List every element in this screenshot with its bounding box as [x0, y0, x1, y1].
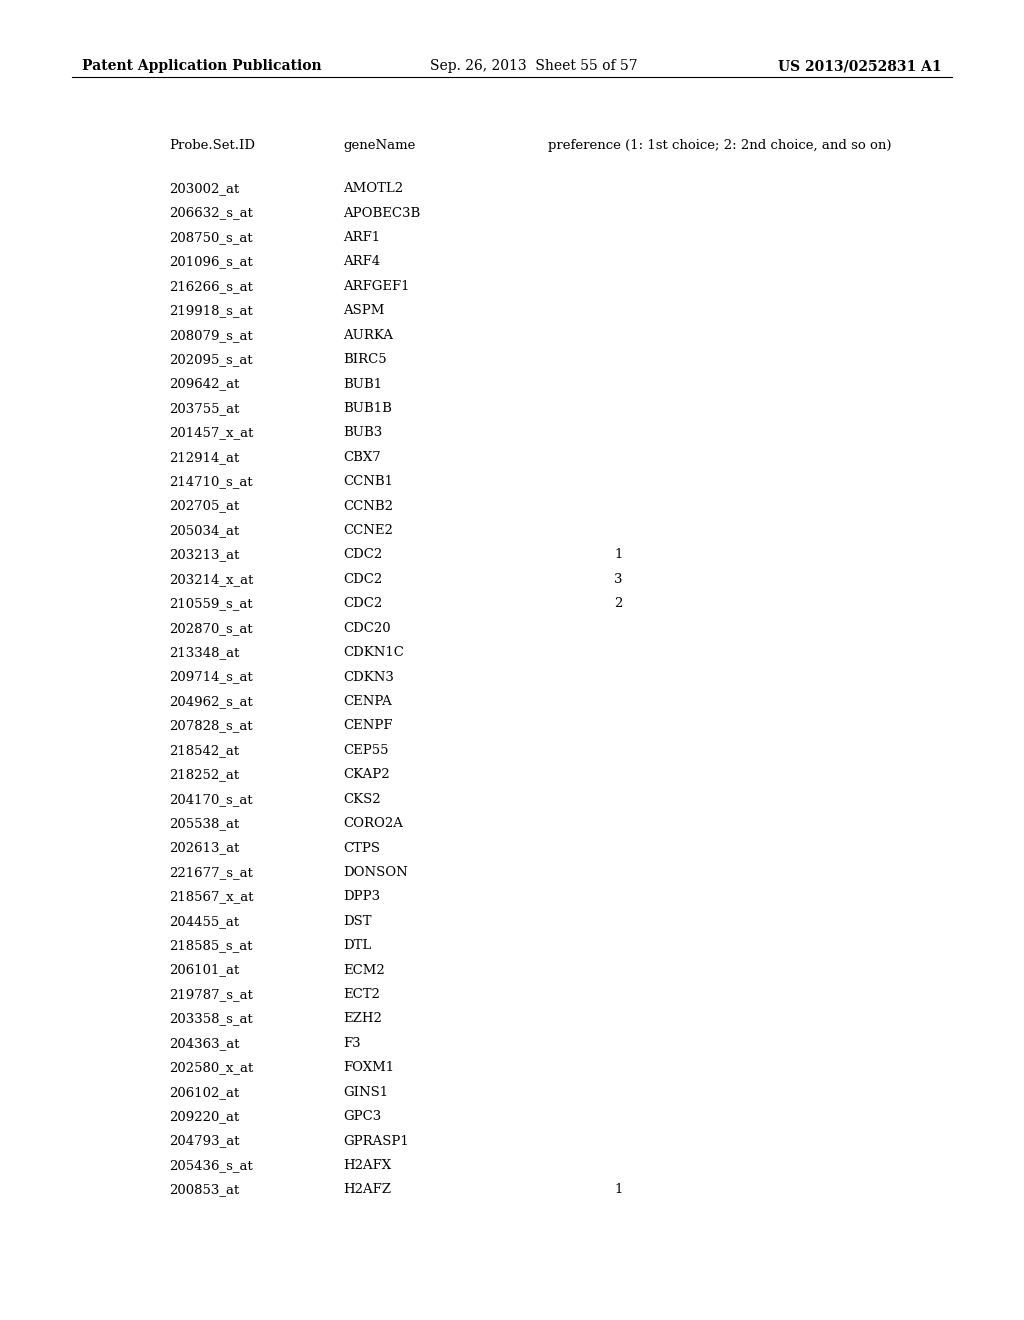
Text: DPP3: DPP3 — [343, 890, 380, 903]
Text: 209642_at: 209642_at — [169, 378, 240, 391]
Text: 219787_s_at: 219787_s_at — [169, 987, 253, 1001]
Text: CDC2: CDC2 — [343, 597, 382, 610]
Text: 208079_s_at: 208079_s_at — [169, 329, 253, 342]
Text: 201096_s_at: 201096_s_at — [169, 256, 253, 268]
Text: CBX7: CBX7 — [343, 451, 381, 463]
Text: DONSON: DONSON — [343, 866, 408, 879]
Text: 1: 1 — [614, 1183, 623, 1196]
Text: AURKA: AURKA — [343, 329, 393, 342]
Text: 205034_at: 205034_at — [169, 524, 240, 537]
Text: preference (1: 1st choice; 2: 2nd choice, and so on): preference (1: 1st choice; 2: 2nd choice… — [548, 139, 891, 152]
Text: 204363_at: 204363_at — [169, 1038, 240, 1049]
Text: 204962_s_at: 204962_s_at — [169, 694, 253, 708]
Text: 208750_s_at: 208750_s_at — [169, 231, 253, 244]
Text: CDC20: CDC20 — [343, 622, 391, 635]
Text: BUB1B: BUB1B — [343, 401, 392, 414]
Text: CEP55: CEP55 — [343, 744, 388, 756]
Text: 204793_at: 204793_at — [169, 1134, 240, 1147]
Text: ARF1: ARF1 — [343, 231, 380, 244]
Text: DTL: DTL — [343, 940, 372, 952]
Text: 203358_s_at: 203358_s_at — [169, 1012, 253, 1026]
Text: 218252_at: 218252_at — [169, 768, 239, 781]
Text: 218542_at: 218542_at — [169, 744, 239, 756]
Text: 218585_s_at: 218585_s_at — [169, 940, 253, 952]
Text: CDC2: CDC2 — [343, 573, 382, 586]
Text: GPC3: GPC3 — [343, 1110, 381, 1123]
Text: 200853_at: 200853_at — [169, 1183, 240, 1196]
Text: ASPM: ASPM — [343, 305, 384, 317]
Text: CCNB1: CCNB1 — [343, 475, 393, 488]
Text: FOXM1: FOXM1 — [343, 1061, 394, 1074]
Text: ECM2: ECM2 — [343, 964, 385, 977]
Text: 221677_s_at: 221677_s_at — [169, 866, 253, 879]
Text: 218567_x_at: 218567_x_at — [169, 890, 254, 903]
Text: 203002_at: 203002_at — [169, 182, 240, 195]
Text: BUB3: BUB3 — [343, 426, 382, 440]
Text: 202870_s_at: 202870_s_at — [169, 622, 253, 635]
Text: H2AFX: H2AFX — [343, 1159, 391, 1172]
Text: 216266_s_at: 216266_s_at — [169, 280, 253, 293]
Text: ECT2: ECT2 — [343, 987, 380, 1001]
Text: F3: F3 — [343, 1038, 360, 1049]
Text: 204170_s_at: 204170_s_at — [169, 792, 253, 805]
Text: 203213_at: 203213_at — [169, 549, 240, 561]
Text: 210559_s_at: 210559_s_at — [169, 597, 253, 610]
Text: 202613_at: 202613_at — [169, 842, 240, 854]
Text: 203214_x_at: 203214_x_at — [169, 573, 253, 586]
Text: CKAP2: CKAP2 — [343, 768, 390, 781]
Text: CCNE2: CCNE2 — [343, 524, 393, 537]
Text: CDKN1C: CDKN1C — [343, 647, 403, 659]
Text: 212914_at: 212914_at — [169, 451, 240, 463]
Text: GINS1: GINS1 — [343, 1085, 388, 1098]
Text: Sep. 26, 2013  Sheet 55 of 57: Sep. 26, 2013 Sheet 55 of 57 — [430, 59, 638, 74]
Text: 1: 1 — [614, 549, 623, 561]
Text: 209714_s_at: 209714_s_at — [169, 671, 253, 684]
Text: APOBEC3B: APOBEC3B — [343, 206, 420, 219]
Text: BUB1: BUB1 — [343, 378, 382, 391]
Text: US 2013/0252831 A1: US 2013/0252831 A1 — [778, 59, 942, 74]
Text: 202095_s_at: 202095_s_at — [169, 354, 253, 366]
Text: ARFGEF1: ARFGEF1 — [343, 280, 410, 293]
Text: CKS2: CKS2 — [343, 792, 381, 805]
Text: BIRC5: BIRC5 — [343, 354, 387, 366]
Text: 202580_x_at: 202580_x_at — [169, 1061, 253, 1074]
Text: 206632_s_at: 206632_s_at — [169, 206, 253, 219]
Text: geneName: geneName — [343, 139, 416, 152]
Text: CDC2: CDC2 — [343, 549, 382, 561]
Text: 3: 3 — [614, 573, 623, 586]
Text: CCNB2: CCNB2 — [343, 500, 393, 512]
Text: 207828_s_at: 207828_s_at — [169, 719, 253, 733]
Text: 202705_at: 202705_at — [169, 500, 240, 512]
Text: 203755_at: 203755_at — [169, 401, 240, 414]
Text: 204455_at: 204455_at — [169, 915, 239, 928]
Text: H2AFZ: H2AFZ — [343, 1183, 391, 1196]
Text: 205538_at: 205538_at — [169, 817, 240, 830]
Text: 201457_x_at: 201457_x_at — [169, 426, 253, 440]
Text: CDKN3: CDKN3 — [343, 671, 394, 684]
Text: 2: 2 — [614, 597, 623, 610]
Text: Patent Application Publication: Patent Application Publication — [82, 59, 322, 74]
Text: 213348_at: 213348_at — [169, 647, 240, 659]
Text: DST: DST — [343, 915, 372, 928]
Text: Probe.Set.ID: Probe.Set.ID — [169, 139, 255, 152]
Text: ARF4: ARF4 — [343, 256, 380, 268]
Text: 206102_at: 206102_at — [169, 1085, 240, 1098]
Text: EZH2: EZH2 — [343, 1012, 382, 1026]
Text: 206101_at: 206101_at — [169, 964, 240, 977]
Text: 214710_s_at: 214710_s_at — [169, 475, 253, 488]
Text: CENPF: CENPF — [343, 719, 392, 733]
Text: 219918_s_at: 219918_s_at — [169, 305, 253, 317]
Text: CENPA: CENPA — [343, 694, 392, 708]
Text: GPRASP1: GPRASP1 — [343, 1134, 409, 1147]
Text: CORO2A: CORO2A — [343, 817, 402, 830]
Text: 209220_at: 209220_at — [169, 1110, 240, 1123]
Text: AMOTL2: AMOTL2 — [343, 182, 403, 195]
Text: 205436_s_at: 205436_s_at — [169, 1159, 253, 1172]
Text: CTPS: CTPS — [343, 842, 380, 854]
